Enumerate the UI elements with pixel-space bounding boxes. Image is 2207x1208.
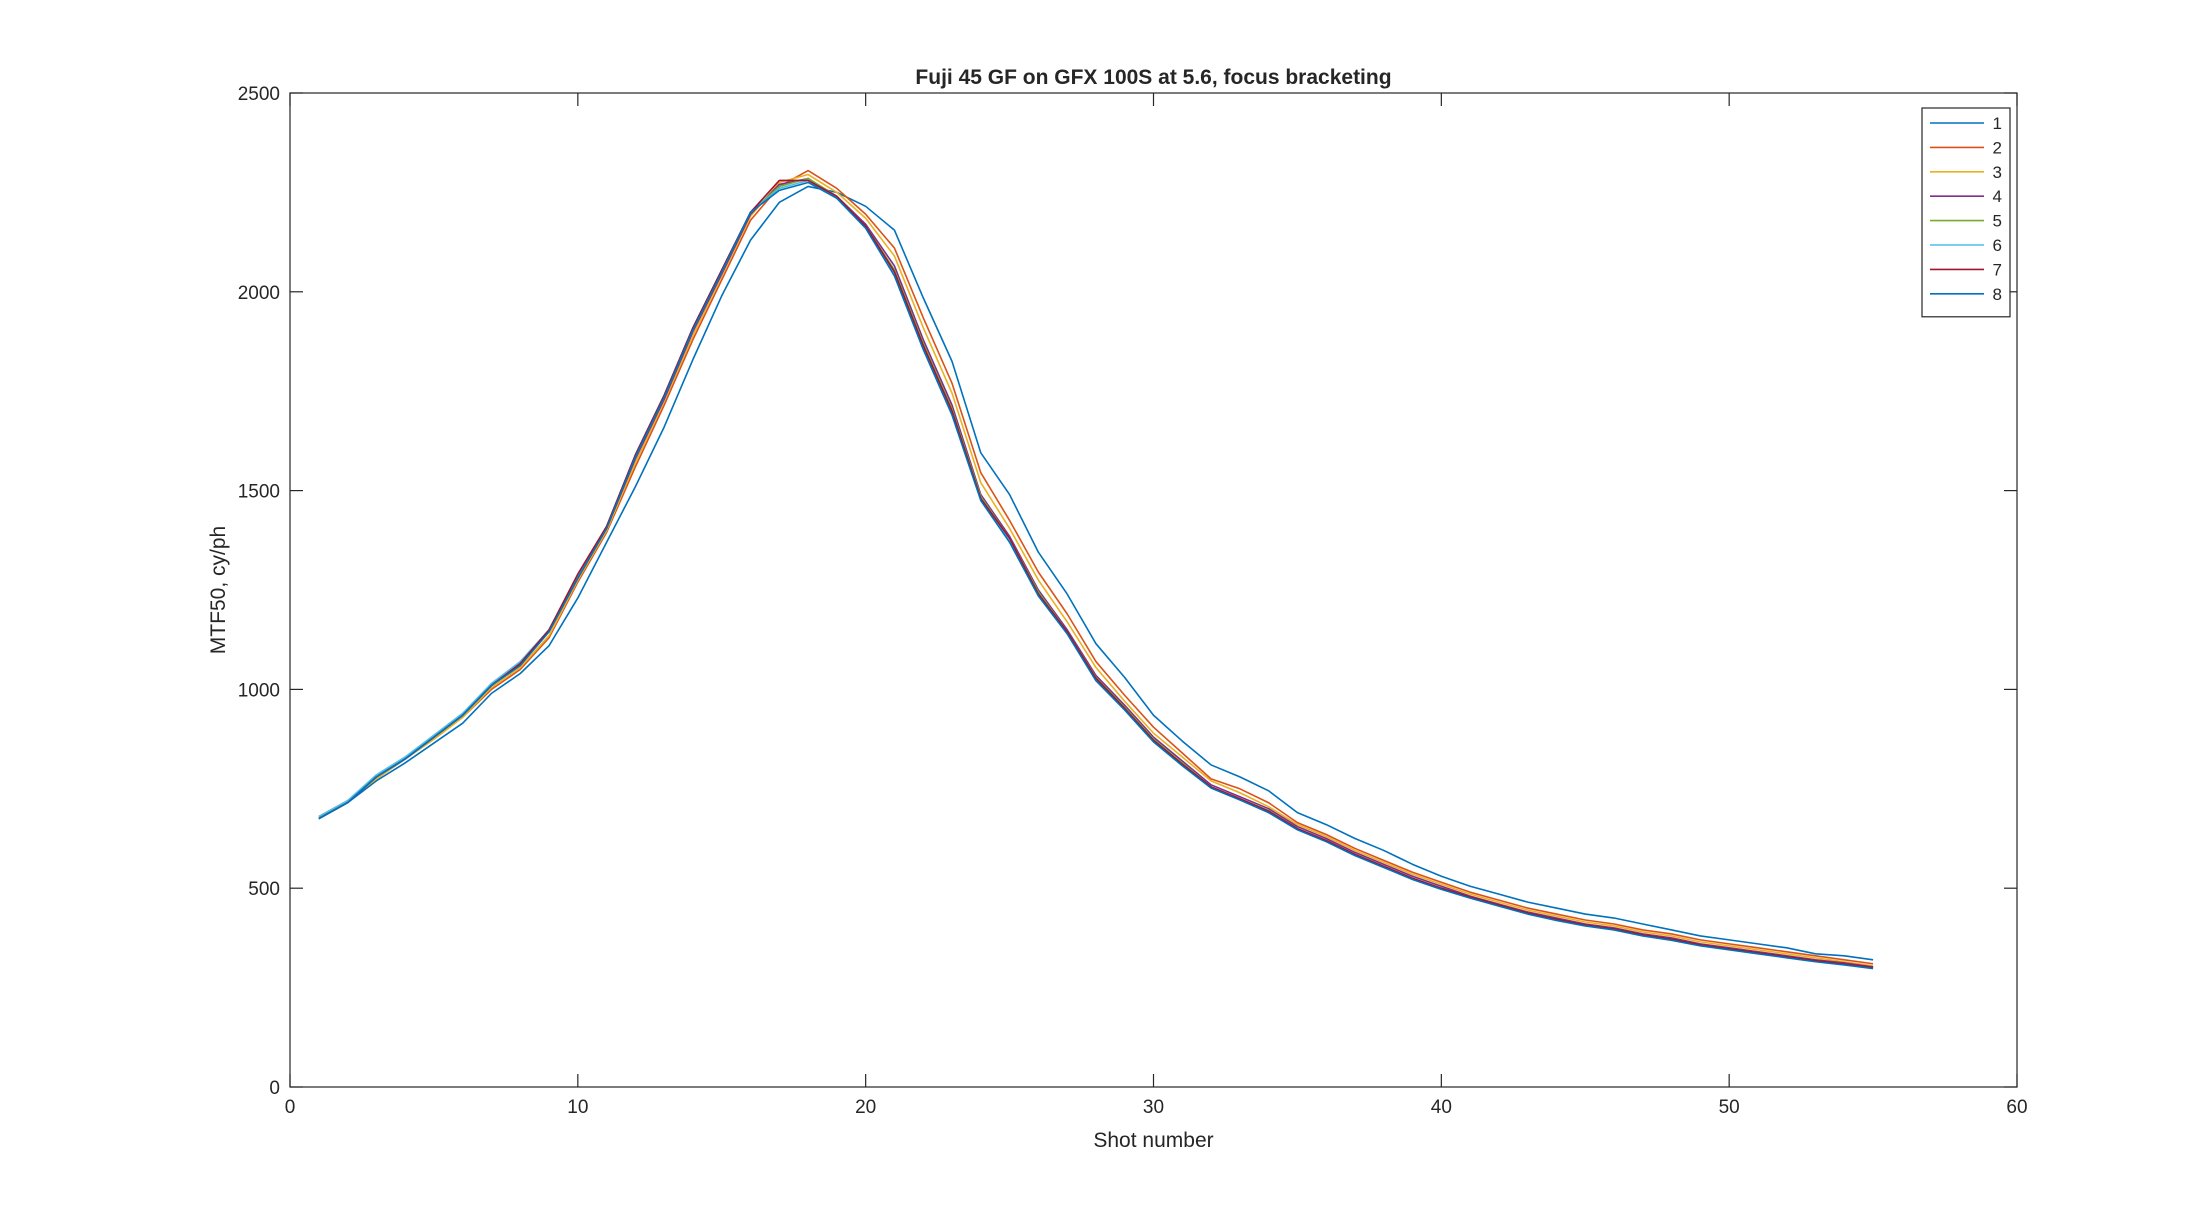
series-line-2 (318, 169, 1874, 965)
chart-title: Fuji 45 GF on GFX 100S at 5.6, focus bra… (915, 66, 1391, 89)
x-axis-label: Shot number (1093, 1129, 1213, 1152)
y-tick-label: 1000 (238, 680, 280, 701)
x-tick-label: 50 (1719, 1097, 1740, 1118)
series-line-7 (318, 179, 1874, 969)
y-axis-label: MTF50, cy/ph (207, 526, 230, 654)
x-tick-label: 60 (2006, 1097, 2027, 1118)
series-line-3 (318, 173, 1874, 967)
series-line-1 (318, 185, 1874, 961)
legend-label-3: 3 (1993, 163, 2002, 182)
legend-label-2: 2 (1993, 138, 2002, 157)
legend-box (1921, 107, 2011, 318)
y-tick-label: 0 (269, 1078, 280, 1099)
x-tick-label: 20 (855, 1097, 876, 1118)
x-tick-label: 0 (285, 1097, 296, 1118)
series-line-8 (318, 181, 1874, 970)
legend-label-4: 4 (1993, 187, 2002, 206)
legend: 1 2 3 4 5 6 7 8 (1921, 107, 2011, 318)
y-tick-label: 500 (248, 879, 280, 900)
y-tick-label: 2000 (238, 283, 280, 304)
legend-label-6: 6 (1993, 236, 2002, 255)
x-tick-label: 10 (567, 1097, 588, 1118)
legend-label-1: 1 (1993, 114, 2002, 133)
y-tick-label: 2500 (238, 84, 280, 105)
x-tick-label: 40 (1431, 1097, 1452, 1118)
y-tick-label: 1500 (238, 482, 280, 503)
legend-label-7: 7 (1993, 260, 2002, 279)
plot-area: 0 10 20 30 40 50 60 0 500 1000 1500 2000 2500 (238, 84, 2028, 1118)
x-tick-label: 30 (1143, 1097, 1164, 1118)
legend-label-8: 8 (1993, 285, 2002, 304)
legend-label-5: 5 (1993, 212, 2002, 231)
